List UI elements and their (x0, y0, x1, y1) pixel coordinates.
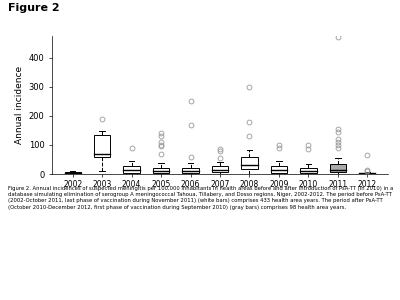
Bar (271, 166, 287, 172)
Bar (241, 157, 258, 169)
Bar (212, 166, 228, 172)
Bar (330, 164, 346, 172)
Text: Figure 2. Annual incidences of suspected meningitis per 100,000 inhabitants in h: Figure 2. Annual incidences of suspected… (8, 186, 393, 210)
Bar (94, 135, 110, 157)
Y-axis label: Annual incidence: Annual incidence (15, 66, 24, 144)
Bar (359, 172, 376, 174)
Bar (153, 168, 169, 172)
Text: Figure 2: Figure 2 (8, 3, 60, 13)
Bar (124, 166, 140, 172)
Bar (300, 168, 316, 172)
Bar (182, 168, 199, 172)
Bar (64, 172, 81, 174)
